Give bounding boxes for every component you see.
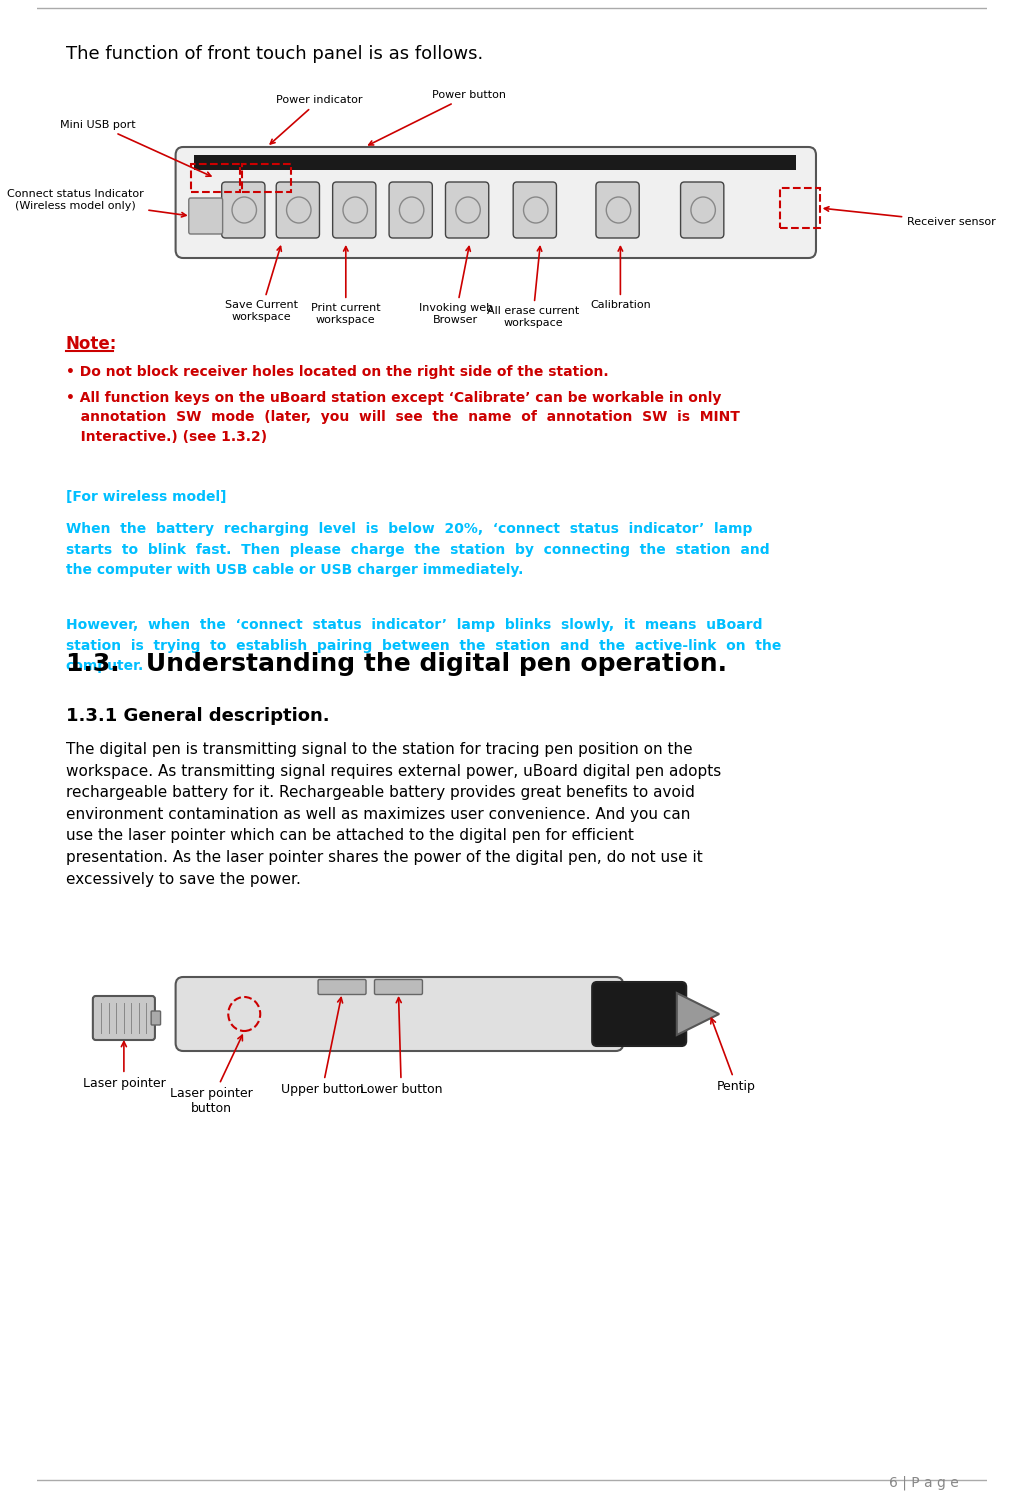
FancyBboxPatch shape (221, 182, 265, 238)
Bar (194, 154, 796, 170)
FancyBboxPatch shape (681, 182, 724, 238)
Text: Power indicator: Power indicator (271, 94, 363, 144)
FancyBboxPatch shape (93, 996, 155, 1039)
FancyBboxPatch shape (176, 147, 816, 258)
Text: However,  when  the  ‘connect  status  indicator’  lamp  blinks  slowly,  it  me: However, when the ‘connect status indica… (66, 618, 781, 674)
Polygon shape (677, 993, 719, 1035)
Text: 1.3.   Understanding the digital pen operation.: 1.3. Understanding the digital pen opera… (66, 652, 726, 676)
Text: Laser pointer: Laser pointer (83, 1041, 166, 1090)
Text: Invoking web
Browser: Invoking web Browser (419, 246, 493, 324)
Text: Note:: Note: (66, 334, 117, 352)
Text: Upper button: Upper button (281, 998, 364, 1096)
Text: [For wireless model]: [For wireless model] (66, 490, 226, 504)
Text: Pentip: Pentip (711, 1019, 756, 1094)
FancyBboxPatch shape (318, 980, 366, 994)
Text: All erase current
workspace: All erase current workspace (487, 246, 579, 327)
FancyBboxPatch shape (375, 980, 422, 994)
Text: When  the  battery  recharging  level  is  below  20%,  ‘connect  status  indica: When the battery recharging level is bel… (66, 522, 770, 578)
Text: Connect status Indicator
(Wireless model only): Connect status Indicator (Wireless model… (7, 189, 186, 217)
FancyBboxPatch shape (276, 182, 319, 238)
Bar (191, 164, 239, 192)
Text: Power button: Power button (369, 90, 506, 146)
Text: The digital pen is transmitting signal to the station for tracing pen position o: The digital pen is transmitting signal t… (66, 742, 721, 886)
Text: Save Current
workspace: Save Current workspace (224, 246, 298, 321)
Text: The function of front touch panel is as follows.: The function of front touch panel is as … (66, 45, 483, 63)
Text: 6 | P a g e: 6 | P a g e (889, 1476, 958, 1490)
Text: • All function keys on the uBoard station except ‘Calibrate’ can be workable in : • All function keys on the uBoard statio… (66, 392, 739, 444)
FancyBboxPatch shape (176, 976, 623, 1052)
Bar (242, 164, 291, 192)
Text: Mini USB port: Mini USB port (61, 120, 211, 177)
Text: Calibration: Calibration (590, 246, 650, 310)
Text: Print current
workspace: Print current workspace (311, 246, 381, 324)
Bar (781, 188, 820, 228)
FancyBboxPatch shape (189, 198, 222, 234)
FancyBboxPatch shape (152, 1011, 161, 1025)
FancyBboxPatch shape (592, 982, 686, 1046)
Text: Receiver sensor: Receiver sensor (824, 207, 996, 226)
FancyBboxPatch shape (332, 182, 376, 238)
Text: 1.3.1 General description.: 1.3.1 General description. (66, 706, 329, 724)
Text: Lower button: Lower button (360, 998, 442, 1096)
Text: Laser pointer
button: Laser pointer button (170, 1035, 252, 1114)
FancyBboxPatch shape (389, 182, 432, 238)
FancyBboxPatch shape (445, 182, 489, 238)
FancyBboxPatch shape (513, 182, 557, 238)
Text: • Do not block receiver holes located on the right side of the station.: • Do not block receiver holes located on… (66, 364, 608, 380)
FancyBboxPatch shape (596, 182, 639, 238)
